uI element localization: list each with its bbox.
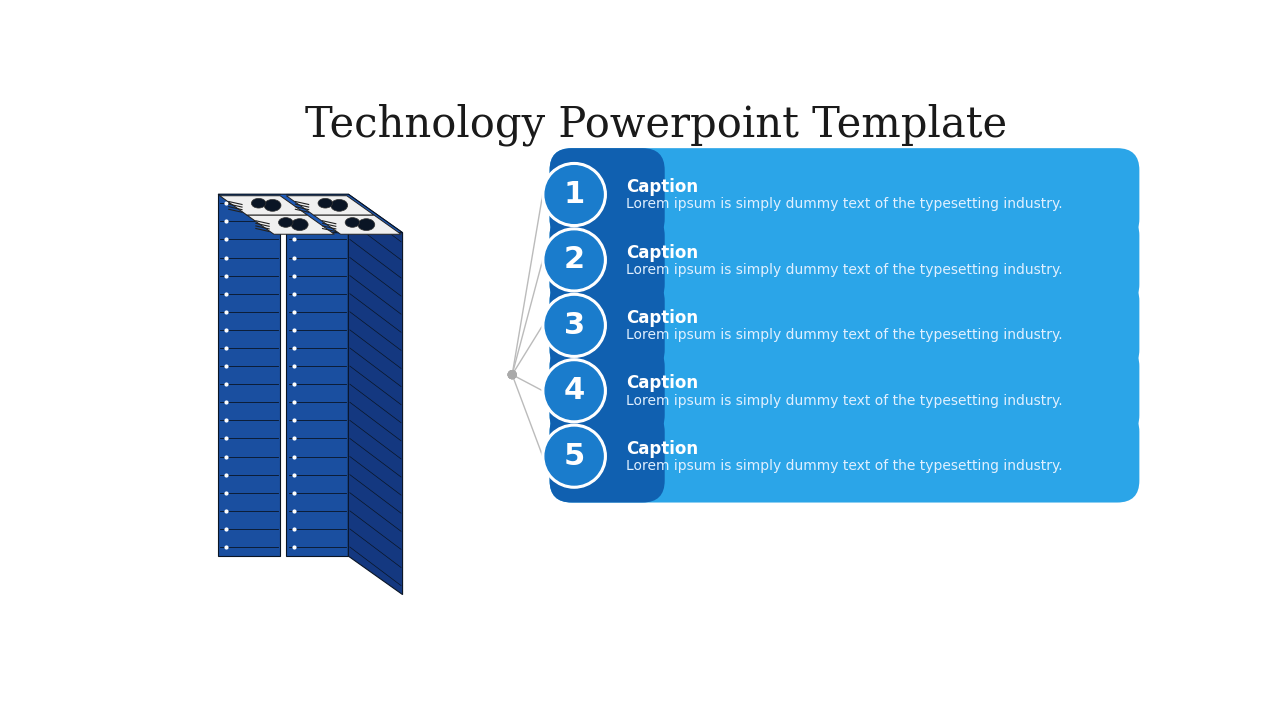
Text: 3: 3 <box>563 311 585 340</box>
Circle shape <box>508 371 516 379</box>
Circle shape <box>541 359 607 423</box>
Circle shape <box>541 294 607 357</box>
Text: 2: 2 <box>563 246 585 274</box>
Ellipse shape <box>291 219 308 230</box>
FancyBboxPatch shape <box>549 214 664 306</box>
FancyBboxPatch shape <box>549 148 664 241</box>
Text: Lorem ipsum is simply dummy text of the typesetting industry.: Lorem ipsum is simply dummy text of the … <box>626 459 1062 473</box>
Text: Caption: Caption <box>626 309 698 327</box>
Ellipse shape <box>264 199 282 211</box>
Circle shape <box>508 371 516 379</box>
Polygon shape <box>218 194 403 233</box>
Circle shape <box>541 228 607 292</box>
Ellipse shape <box>317 198 333 208</box>
Text: 5: 5 <box>563 441 585 471</box>
Ellipse shape <box>330 199 348 211</box>
Ellipse shape <box>251 198 266 208</box>
Circle shape <box>545 166 603 223</box>
Polygon shape <box>287 196 374 215</box>
Circle shape <box>508 371 516 379</box>
Text: 1: 1 <box>563 180 585 209</box>
Polygon shape <box>220 196 307 215</box>
FancyBboxPatch shape <box>549 148 1139 241</box>
Text: Caption: Caption <box>626 440 698 458</box>
Ellipse shape <box>279 217 293 228</box>
Polygon shape <box>218 194 280 556</box>
FancyBboxPatch shape <box>549 410 664 503</box>
FancyBboxPatch shape <box>549 410 1139 503</box>
Text: 4: 4 <box>563 377 585 405</box>
Text: Lorem ipsum is simply dummy text of the typesetting industry.: Lorem ipsum is simply dummy text of the … <box>626 263 1062 276</box>
Circle shape <box>508 371 516 379</box>
Circle shape <box>545 428 603 485</box>
Circle shape <box>545 297 603 354</box>
Circle shape <box>545 362 603 420</box>
Text: Caption: Caption <box>626 178 698 196</box>
Text: Lorem ipsum is simply dummy text of the typesetting industry.: Lorem ipsum is simply dummy text of the … <box>626 394 1062 408</box>
Polygon shape <box>314 215 401 234</box>
FancyBboxPatch shape <box>549 214 1139 306</box>
Text: Lorem ipsum is simply dummy text of the typesetting industry.: Lorem ipsum is simply dummy text of the … <box>626 328 1062 342</box>
Ellipse shape <box>358 219 375 230</box>
FancyBboxPatch shape <box>549 279 664 372</box>
Circle shape <box>541 424 607 488</box>
FancyBboxPatch shape <box>549 344 1139 437</box>
Text: Caption: Caption <box>626 243 698 261</box>
Text: Lorem ipsum is simply dummy text of the typesetting industry.: Lorem ipsum is simply dummy text of the … <box>626 197 1062 211</box>
Text: Technology Powerpoint Template: Technology Powerpoint Template <box>305 104 1007 146</box>
Ellipse shape <box>346 217 360 228</box>
Polygon shape <box>348 194 403 595</box>
FancyBboxPatch shape <box>549 344 664 437</box>
Text: Caption: Caption <box>626 374 698 392</box>
Circle shape <box>545 231 603 289</box>
Polygon shape <box>287 194 348 556</box>
FancyBboxPatch shape <box>549 279 1139 372</box>
Circle shape <box>541 163 607 226</box>
Circle shape <box>508 371 516 379</box>
Polygon shape <box>247 215 334 234</box>
